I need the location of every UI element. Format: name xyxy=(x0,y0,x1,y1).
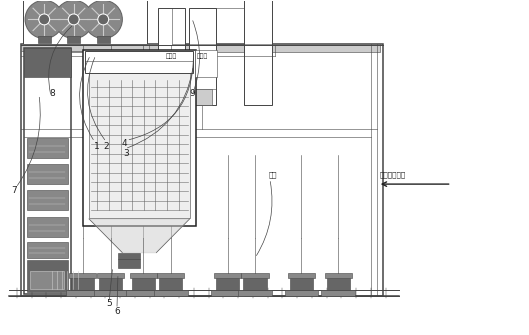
Bar xyxy=(99,278,122,290)
Bar xyxy=(24,48,70,294)
Text: 6: 6 xyxy=(114,307,120,316)
Text: 7: 7 xyxy=(11,187,16,195)
Bar xyxy=(132,278,155,290)
Polygon shape xyxy=(89,219,190,253)
Bar xyxy=(193,89,212,105)
Text: 9: 9 xyxy=(189,89,195,98)
Bar xyxy=(154,290,188,296)
Circle shape xyxy=(40,15,49,24)
Bar xyxy=(243,278,267,290)
Text: 集尘器: 集尘器 xyxy=(166,53,177,59)
Bar xyxy=(27,242,68,258)
Bar xyxy=(27,138,68,158)
Text: 1: 1 xyxy=(94,142,100,151)
Circle shape xyxy=(99,15,107,24)
Bar xyxy=(67,36,80,43)
Circle shape xyxy=(68,14,79,25)
Bar xyxy=(214,273,241,278)
Bar xyxy=(23,0,147,45)
Bar xyxy=(24,45,380,52)
Bar xyxy=(241,273,269,278)
Circle shape xyxy=(56,1,92,37)
Circle shape xyxy=(54,0,93,39)
Circle shape xyxy=(98,14,108,25)
Text: 集尘器: 集尘器 xyxy=(197,53,208,59)
Bar xyxy=(83,50,196,226)
Circle shape xyxy=(26,1,62,37)
Bar xyxy=(27,260,68,291)
Bar xyxy=(195,50,217,77)
Text: 8: 8 xyxy=(50,89,56,98)
Bar xyxy=(288,273,315,278)
Bar xyxy=(244,0,272,105)
Bar xyxy=(290,278,313,290)
Bar xyxy=(118,253,140,268)
Circle shape xyxy=(84,0,122,39)
Bar xyxy=(69,273,96,278)
Bar xyxy=(322,290,355,296)
Bar xyxy=(126,290,160,296)
Circle shape xyxy=(39,14,50,25)
Text: 2: 2 xyxy=(104,142,109,151)
Bar xyxy=(130,273,157,278)
Bar xyxy=(97,36,110,43)
Bar xyxy=(21,45,383,296)
Bar xyxy=(211,290,244,296)
Bar xyxy=(21,45,149,51)
Bar xyxy=(325,273,352,278)
Bar xyxy=(66,290,99,296)
Bar xyxy=(24,48,70,77)
Bar xyxy=(85,51,194,73)
Text: 轮毂运行方向: 轮毂运行方向 xyxy=(379,172,406,179)
Bar xyxy=(216,278,239,290)
Circle shape xyxy=(25,0,63,39)
Text: 4: 4 xyxy=(122,139,127,148)
Circle shape xyxy=(69,15,78,24)
Bar xyxy=(158,8,186,105)
Bar xyxy=(71,278,94,290)
Bar xyxy=(157,273,185,278)
Bar xyxy=(38,36,51,43)
Bar xyxy=(159,278,183,290)
Bar xyxy=(31,271,64,289)
Text: 3: 3 xyxy=(124,148,129,157)
Circle shape xyxy=(85,1,121,37)
Bar xyxy=(238,290,272,296)
Bar xyxy=(27,217,68,237)
Bar xyxy=(27,190,68,210)
Bar xyxy=(1,18,402,319)
Bar xyxy=(97,273,124,278)
Bar xyxy=(285,290,318,296)
Bar xyxy=(189,8,216,105)
Text: 5: 5 xyxy=(106,299,112,308)
Bar xyxy=(327,278,350,290)
Bar xyxy=(89,68,190,218)
Bar xyxy=(94,290,127,296)
Bar xyxy=(162,89,181,105)
Text: 轮毂: 轮毂 xyxy=(269,172,277,179)
Bar xyxy=(27,164,68,184)
